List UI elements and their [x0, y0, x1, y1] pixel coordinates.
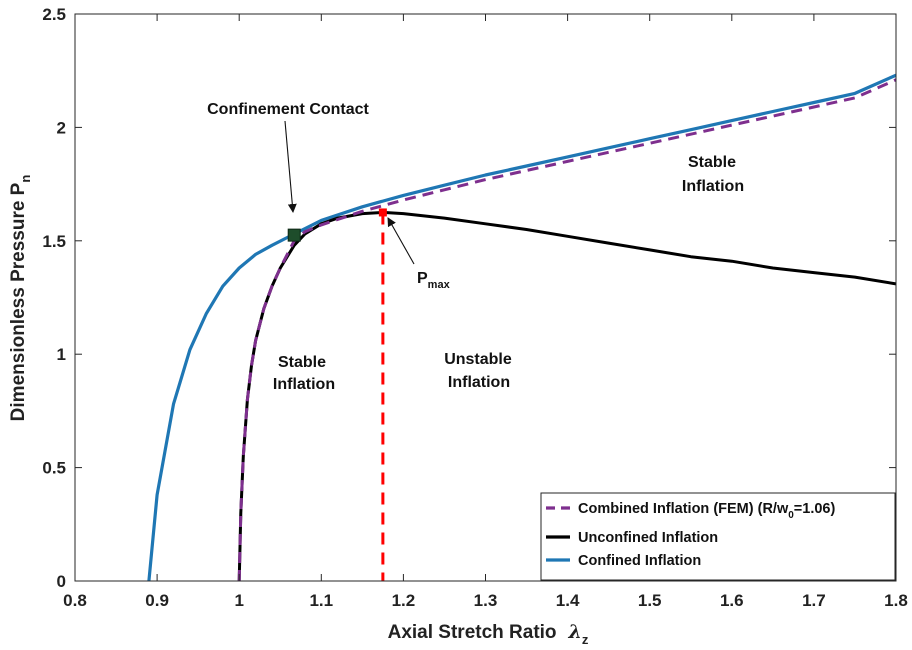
x-axis-subscript: z — [582, 632, 589, 647]
annotation-pmax: Pmax — [417, 270, 451, 291]
y-axis-label: Dimensionless Pressure Pn — [8, 175, 33, 422]
series-line-confined — [147, 73, 896, 581]
x-tick-label: 1.8 — [884, 591, 908, 610]
x-axis-symbol: λ — [568, 621, 582, 643]
legend-combined-tail: =1.06) — [794, 501, 836, 517]
y-tick-label: 1 — [57, 345, 66, 364]
annotation-confinement-contact: Confinement Contact — [207, 101, 369, 118]
x-axis-label-text: Axial Stretch Ratio — [388, 622, 557, 643]
pmax-subscript: max — [428, 279, 451, 291]
y-axis-subscript: n — [18, 175, 33, 183]
contact-point-marker — [287, 228, 301, 242]
y-tick-label: 0.5 — [42, 459, 66, 478]
ticks-layer: 0.8 0.9 1 1.1 1.2 1.3 1.4 1.5 1.6 1.7 1.8 0 0.5 1 1.5 2… — [42, 5, 907, 610]
x-tick-label: 1.5 — [638, 591, 662, 610]
x-tick-label: 0.9 — [145, 591, 169, 610]
legend-combined-sub: 0 — [788, 510, 794, 521]
x-tick-label: 1.6 — [720, 591, 744, 610]
series-line-unconfined — [237, 210, 896, 581]
annotation-stable-left-line2: Inflation — [273, 376, 335, 393]
series-layer — [147, 73, 896, 581]
annotation-stable-left-line1: Stable — [278, 354, 326, 371]
legend-label-unconfined: Unconfined Inflation — [578, 530, 718, 546]
legend: Combined Inflation (FEM) (R/w0=1.06) Unc… — [540, 492, 896, 581]
series-line-combined — [237, 78, 896, 581]
plot-frame — [74, 13, 897, 582]
y-tick-label: 2 — [57, 118, 66, 137]
x-tick-label: 0.8 — [63, 591, 87, 610]
legend-label-confined: Confined Inflation — [578, 553, 701, 569]
legend-combined-text: Combined Inflation (FEM) (R/w — [578, 501, 789, 517]
annotation-stable-right-line2: Inflation — [682, 178, 744, 195]
plot-area — [75, 14, 896, 581]
x-tick-label: 1.3 — [474, 591, 498, 610]
annotation-stable-right-line1: Stable — [688, 154, 736, 171]
x-tick-label: 1.1 — [309, 591, 333, 610]
annotation-unstable-line2: Inflation — [448, 374, 510, 391]
y-axis-label-text: Dimensionless Pressure P — [8, 182, 29, 421]
legend-box — [540, 492, 896, 581]
x-axis-label: Axial Stretch Ratio λz — [388, 621, 589, 647]
pmax-arrow — [387, 217, 415, 265]
pmax-marker — [378, 208, 387, 217]
pmax-label: P — [417, 270, 428, 287]
marks-layer — [287, 208, 387, 581]
legend-label-combined: Combined Inflation (FEM) (R/w0=1.06) — [578, 501, 835, 521]
confinement-contact-arrow — [284, 120, 297, 213]
x-tick-label: 1.7 — [802, 591, 826, 610]
y-tick-label: 1.5 — [42, 232, 66, 251]
x-tick-label: 1.2 — [392, 591, 416, 610]
annotation-unstable-line1: Unstable — [444, 351, 512, 368]
x-tick-label: 1.4 — [556, 591, 580, 610]
y-tick-label: 2.5 — [42, 5, 66, 24]
y-tick-label: 0 — [57, 572, 66, 591]
x-tick-label: 1 — [234, 591, 243, 610]
